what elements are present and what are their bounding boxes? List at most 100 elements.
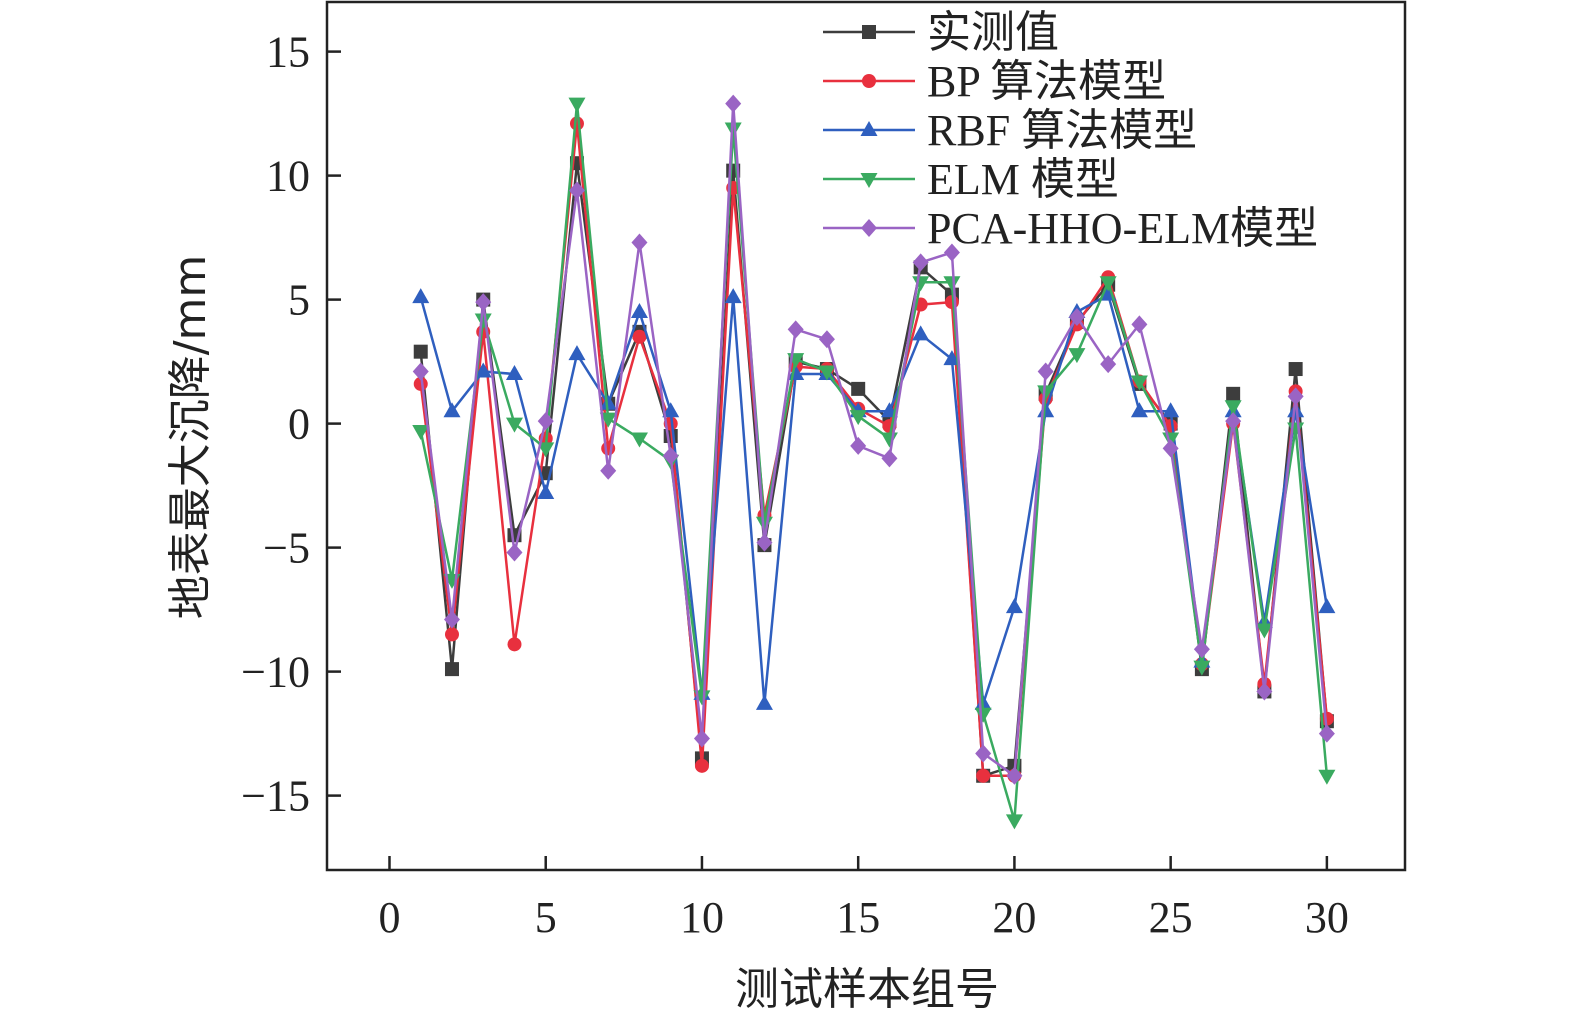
data-point [1193, 640, 1210, 659]
data-point [850, 436, 867, 455]
data-point [787, 320, 804, 339]
y-tick-label: −5 [263, 524, 310, 573]
data-point [1193, 660, 1211, 676]
data-point [1130, 375, 1148, 391]
y-axis: −15 −10 −5 0 5 10 15 [241, 28, 341, 821]
legend-label: RBF 算法模型 [927, 106, 1197, 155]
data-point [537, 412, 554, 431]
data-point [1318, 724, 1335, 743]
legend-item: BP 算法模型 [823, 57, 1166, 106]
x-tick-label: 30 [1305, 893, 1349, 942]
data-point [474, 362, 492, 378]
y-tick-label: 10 [266, 152, 310, 201]
data-point [1319, 711, 1334, 726]
data-point [662, 402, 680, 418]
data-point [568, 97, 586, 113]
data-point [755, 694, 773, 710]
data-point [1006, 766, 1023, 785]
data-point [943, 243, 960, 262]
data-point [725, 94, 742, 113]
data-point [693, 729, 710, 748]
data-point [568, 345, 586, 361]
data-point [569, 116, 584, 131]
data-point [818, 365, 836, 381]
data-point [443, 610, 460, 629]
data-point [1162, 402, 1180, 418]
data-point [1226, 386, 1241, 401]
data-point [943, 350, 961, 366]
data-point [1287, 387, 1304, 406]
data-point [851, 381, 866, 396]
data-point [412, 288, 430, 304]
data-point [1131, 315, 1148, 334]
data-point [507, 637, 522, 652]
data-point [1037, 385, 1055, 401]
legend-marker [861, 219, 877, 237]
data-point [632, 329, 647, 344]
data-point [912, 325, 930, 341]
y-tick-label: −10 [241, 648, 310, 697]
y-axis-title: 地表最大沉降/mm [165, 255, 216, 620]
data-point [1255, 623, 1273, 639]
data-point [444, 627, 459, 642]
y-tick-label: 0 [288, 400, 310, 449]
y-tick-label: 5 [288, 276, 310, 325]
x-axis-title: 测试样本组号 [735, 964, 999, 1015]
data-point [1224, 400, 1242, 416]
series-5 [412, 94, 1335, 785]
plot-border [325, 0, 1407, 872]
data-point [1100, 355, 1117, 374]
series-layer [412, 94, 1336, 830]
data-point [880, 432, 898, 448]
x-tick-label: 10 [680, 893, 724, 942]
data-point [912, 253, 929, 272]
data-point [475, 293, 492, 312]
data-point [1318, 598, 1336, 614]
data-point [1068, 307, 1085, 326]
data-point [631, 233, 648, 252]
data-point [1005, 814, 1023, 830]
data-point [599, 412, 617, 428]
data-point [662, 446, 679, 465]
data-point [506, 543, 523, 562]
legend-item: ELM 模型 [823, 155, 1119, 204]
data-point [630, 432, 648, 448]
series-line [419, 122, 1329, 778]
data-point [724, 122, 742, 138]
legend-marker [862, 74, 876, 88]
legend-label: BP 算法模型 [927, 57, 1166, 106]
data-point [413, 376, 428, 391]
legend-marker [862, 25, 876, 39]
x-tick-label: 25 [1149, 893, 1193, 942]
data-point [1068, 348, 1086, 364]
data-point [599, 394, 617, 410]
legend-item: 实测值 [823, 8, 1059, 57]
data-point [412, 362, 429, 381]
data-point [976, 768, 991, 783]
data-point [1288, 362, 1303, 377]
series-line [419, 102, 1329, 778]
data-point [1037, 362, 1054, 381]
legend-item: RBF 算法模型 [823, 106, 1197, 155]
series-line [419, 293, 1329, 706]
data-point [630, 303, 648, 318]
data-point [413, 344, 428, 359]
y-tick-label: 15 [266, 28, 310, 77]
x-tick-label: 0 [378, 893, 400, 942]
data-point [568, 181, 585, 200]
data-point [537, 484, 555, 500]
legend-label: PCA-HHO-ELM模型 [927, 204, 1318, 253]
x-tick-label: 20 [992, 893, 1036, 942]
x-tick-label: 5 [535, 893, 557, 942]
legend-marker [860, 173, 878, 188]
data-point [694, 758, 709, 773]
data-point [474, 313, 492, 329]
data-point [412, 425, 430, 441]
data-point [505, 417, 523, 433]
data-point [537, 442, 555, 458]
data-point [1256, 682, 1273, 701]
series-line [419, 161, 1329, 778]
data-point [1225, 412, 1242, 431]
